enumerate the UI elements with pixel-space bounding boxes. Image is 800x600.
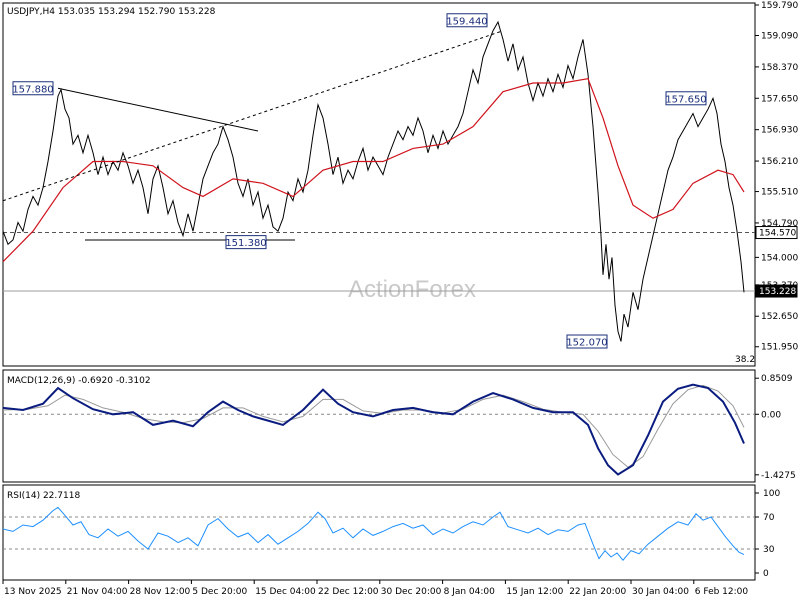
price-tick-label-10: 152.650 (761, 312, 798, 322)
watermark-text: ActionForex (348, 276, 476, 303)
price-tick-label-11: 151.950 (761, 343, 798, 353)
price-pane-frame (2, 2, 756, 367)
rsi-tick-label-0: 100 (763, 489, 780, 499)
price-tick-label-8: 154.000 (761, 253, 798, 263)
macd-series-macd (2, 383, 745, 476)
x-tick-label-2: 28 Nov 12:00 (130, 587, 191, 597)
x-tick-label-4: 15 Dec 04:00 (255, 587, 316, 597)
price-tick-label-7: 154.790 (761, 219, 798, 229)
rsi-tick-label-1: 70 (763, 513, 775, 523)
x-tick-label-7: 8 Jan 04:00 (444, 587, 496, 597)
price-layer: 38.2 157.880 159.440 151.380 157.650 152.070 (2, 13, 755, 365)
annotation-label-1: 159.440 (446, 16, 487, 27)
rsi-tick-label-3: 0 (763, 569, 769, 579)
ohlc-high: 153.294 (98, 7, 135, 17)
annotation-3: 157.650 (665, 91, 707, 106)
annotation-box-3 (665, 91, 707, 106)
x-tick-label-11: 6 Feb 12:00 (695, 587, 749, 597)
x-tick-label-1: 21 Nov 04:00 (67, 587, 128, 597)
annotation-2: 151.380 (225, 235, 267, 250)
level-axis-label-1: 153.228 (759, 287, 796, 297)
macd-layer (2, 383, 755, 476)
price-tick-label-1: 159.090 (761, 32, 798, 42)
rsi-pane-frame (2, 484, 756, 581)
price-tick-label-0: 159.790 (761, 1, 798, 11)
ohlc-open: 153.035 (58, 7, 95, 17)
fib-level-label: 38.2 (735, 355, 755, 365)
x-tick-label-5: 22 Dec 12:00 (318, 587, 379, 597)
macd-tick-label-1: 0.00 (761, 410, 781, 420)
rsi-tick-label-2: 30 (763, 545, 775, 555)
ohlc-low: 152.790 (138, 7, 175, 17)
price-pane-header: USDJPY,H4 153.035 153.294 152.790 153.22… (7, 7, 216, 17)
price-tick-label-6: 155.510 (761, 188, 798, 198)
trendline-0 (57, 87, 259, 132)
x-tick-label-3: 5 Dec 20:00 (192, 587, 247, 597)
x-tick-label-8: 15 Jan 12:00 (506, 587, 563, 597)
annotation-label-3: 157.650 (665, 94, 706, 105)
annotation-label-2: 151.380 (225, 238, 266, 249)
price-tick-label-5: 156.210 (761, 157, 798, 167)
x-tick-label-9: 22 Jan 20:00 (569, 587, 626, 597)
ohlc-close: 153.228 (178, 7, 215, 17)
x-tick-label-10: 30 Jan 04:00 (632, 587, 689, 597)
price-line (2, 20, 745, 342)
macd-tick-label-2: -1.4275 (761, 471, 796, 481)
price-tick-label-3: 157.650 (761, 94, 798, 104)
symbol-label: USDJPY,H4 (7, 7, 55, 17)
rsi-layer (2, 506, 755, 561)
moving-average-line (2, 78, 745, 263)
level-axis-label-0: 154.570 (759, 229, 796, 239)
macd-pane-frame (2, 369, 756, 483)
annotation-box-0 (12, 81, 54, 96)
level-axis-box-1 (755, 284, 798, 298)
x-tick-label-0: 13 Nov 2025 (4, 587, 62, 597)
trendline-1 (2, 30, 504, 202)
macd-tick-label-0: 0.8509 (761, 374, 793, 384)
macd-title: MACD(12,26,9) -0.6920 -0.3102 (7, 376, 151, 386)
annotation-label-4: 152.070 (566, 338, 607, 349)
annotation-box-4 (566, 334, 608, 349)
annotation-label-0: 157.880 (12, 84, 53, 95)
annotation-1: 159.440 (446, 13, 488, 28)
price-tick-label-4: 156.930 (761, 126, 798, 136)
annotation-box-2 (225, 235, 267, 250)
level-axis-box-0 (755, 226, 798, 240)
annotation-0: 157.880 (12, 81, 54, 96)
rsi-title: RSI(14) 22.7118 (7, 491, 80, 501)
price-tick-label-2: 158.370 (761, 63, 798, 73)
x-tick-label-6: 30 Dec 20:00 (381, 587, 442, 597)
macd-series-signal (2, 384, 745, 468)
rsi-series-line (2, 506, 745, 561)
annotation-4: 152.070 (566, 334, 608, 349)
annotation-box-1 (446, 13, 488, 28)
